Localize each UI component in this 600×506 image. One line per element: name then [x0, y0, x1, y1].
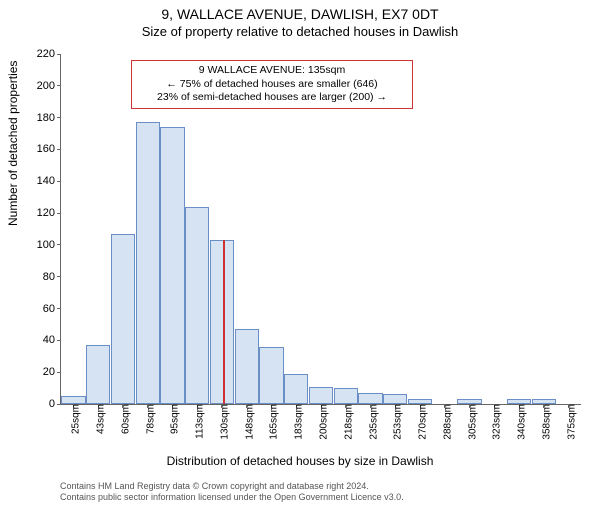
y-tick-label: 40: [25, 334, 61, 346]
x-tick-label: 148sqm: [238, 404, 255, 440]
y-tick-label: 180: [25, 112, 61, 124]
x-tick-label: 375sqm: [560, 404, 577, 440]
histogram-bar: [309, 387, 333, 405]
x-tick-label: 323sqm: [486, 404, 503, 440]
x-tick-label: 183sqm: [288, 404, 305, 440]
y-tick-label: 120: [25, 207, 61, 219]
x-axis-label: Distribution of detached houses by size …: [0, 454, 600, 468]
histogram-bar: [111, 234, 135, 404]
x-tick-label: 113sqm: [189, 404, 206, 439]
annotation-box: 9 WALLACE AVENUE: 135sqm ← 75% of detach…: [131, 60, 413, 109]
footer-line-2: Contains public sector information licen…: [60, 492, 404, 503]
x-tick-label: 43sqm: [90, 404, 107, 434]
x-tick-label: 95sqm: [164, 404, 181, 434]
histogram-bar: [86, 345, 110, 404]
histogram-bar: [210, 240, 234, 404]
x-tick-label: 253sqm: [387, 404, 404, 440]
y-tick-label: 0: [25, 398, 61, 410]
histogram-bar: [61, 396, 85, 404]
footer-line-1: Contains HM Land Registry data © Crown c…: [60, 481, 404, 492]
x-tick-label: 358sqm: [535, 404, 552, 440]
plot-area: 9 WALLACE AVENUE: 135sqm ← 75% of detach…: [60, 54, 581, 405]
y-tick-label: 100: [25, 239, 61, 251]
y-axis-label: Number of detached properties: [6, 61, 20, 226]
y-tick-label: 140: [25, 175, 61, 187]
x-tick-label: 340sqm: [511, 404, 528, 440]
y-tick-label: 20: [25, 366, 61, 378]
histogram-bar: [259, 347, 283, 404]
x-tick-label: 165sqm: [263, 404, 280, 440]
property-marker-line: [223, 240, 225, 405]
annotation-line-3: 23% of semi-detached houses are larger (…: [138, 91, 406, 105]
y-tick-label: 160: [25, 143, 61, 155]
x-tick-label: 288sqm: [436, 404, 453, 440]
annotation-line-2: ← 75% of detached houses are smaller (64…: [138, 78, 406, 92]
histogram-bar: [358, 393, 382, 404]
x-tick-label: 270sqm: [412, 404, 429, 440]
x-tick-label: 235sqm: [362, 404, 379, 440]
histogram-bar: [160, 127, 184, 404]
histogram-bar: [136, 122, 160, 404]
histogram-bar: [284, 374, 308, 404]
y-tick-label: 60: [25, 303, 61, 315]
x-tick-label: 200sqm: [313, 404, 330, 440]
y-tick-label: 80: [25, 271, 61, 283]
histogram-bar: [235, 329, 259, 404]
y-tick-label: 200: [25, 80, 61, 92]
histogram-bar: [334, 388, 358, 404]
x-tick-label: 218sqm: [337, 404, 354, 440]
annotation-line-1: 9 WALLACE AVENUE: 135sqm: [138, 64, 406, 78]
histogram-bar: [383, 394, 407, 404]
chart-title: 9, WALLACE AVENUE, DAWLISH, EX7 0DT: [0, 6, 600, 22]
y-tick-label: 220: [25, 48, 61, 60]
x-tick-label: 78sqm: [139, 404, 156, 434]
chart-subtitle: Size of property relative to detached ho…: [0, 24, 600, 39]
x-tick-label: 305sqm: [461, 404, 478, 440]
x-tick-label: 25sqm: [65, 404, 82, 434]
x-tick-label: 60sqm: [114, 404, 131, 434]
x-tick-label: 130sqm: [213, 404, 230, 440]
histogram-bar: [185, 207, 209, 404]
